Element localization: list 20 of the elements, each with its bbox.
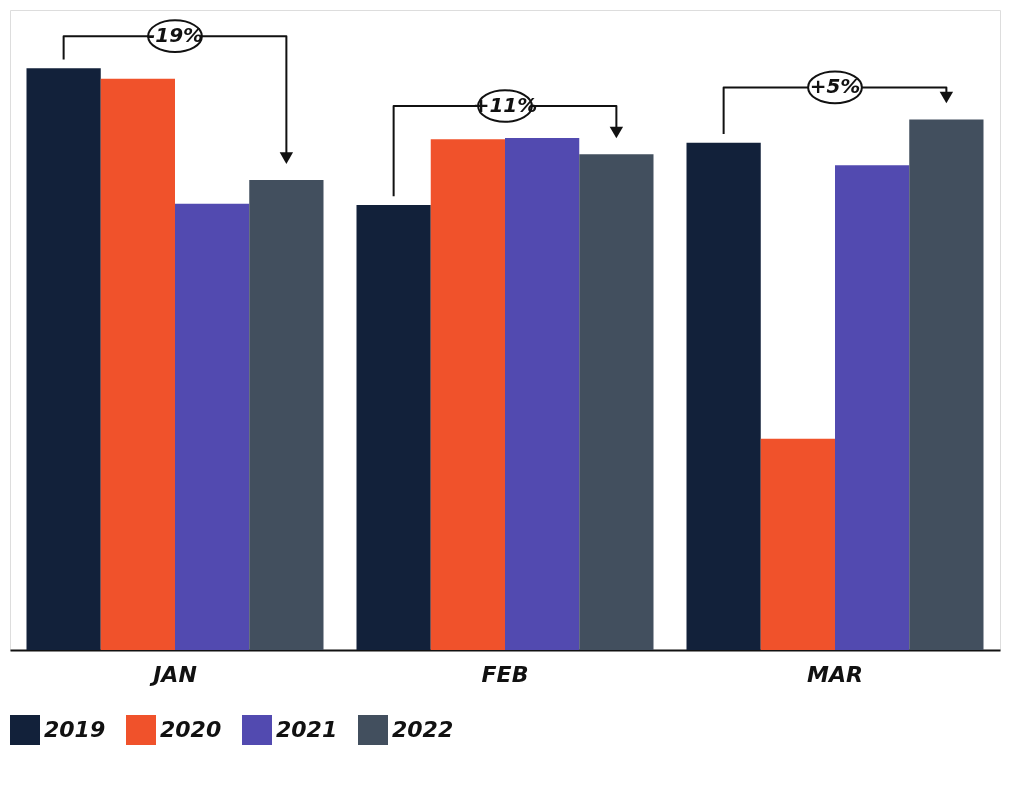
x-tick-label: FEB (481, 661, 529, 687)
x-tick-label: MAR (807, 661, 863, 687)
legend-label: 2021 (276, 717, 338, 742)
bar (26, 68, 101, 650)
bar (430, 139, 505, 650)
bar (249, 179, 324, 650)
bar (356, 204, 431, 650)
bar (760, 438, 835, 650)
legend-label: 2019 (44, 717, 106, 742)
bar (835, 165, 910, 650)
bar (686, 142, 761, 650)
legend-label: 2020 (160, 717, 222, 742)
bar (909, 119, 984, 650)
bar (100, 78, 175, 650)
x-tick-label: JAN (149, 661, 197, 687)
legend-label: 2022 (392, 717, 454, 742)
annotation: +5% (809, 74, 861, 99)
bar (505, 138, 580, 650)
bar (579, 154, 654, 650)
bar (175, 203, 250, 650)
